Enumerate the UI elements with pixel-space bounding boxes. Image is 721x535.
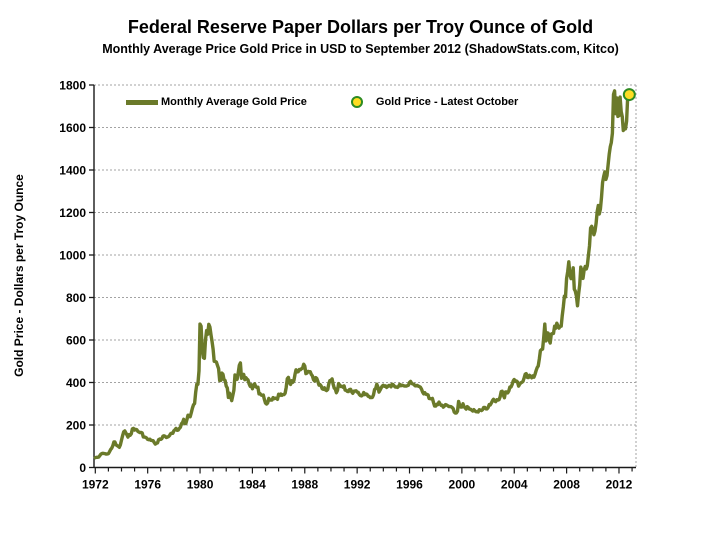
y-tick-label: 600: [66, 334, 86, 348]
x-tick-label: 1972: [82, 478, 109, 492]
x-tick-label: 2008: [553, 478, 580, 492]
x-tick-label: 1976: [134, 478, 161, 492]
legend-label-latest-october: Gold Price - Latest October: [375, 96, 519, 108]
legend: Monthly Average Gold Price Gold Price - …: [126, 96, 518, 108]
y-tick-label: 1200: [59, 206, 86, 220]
y-tick-label: 1800: [59, 79, 86, 93]
chart-subtitle: Monthly Average Price Gold Price in USD …: [102, 42, 619, 56]
latest-october-marker: [622, 88, 636, 102]
y-tick-label: 800: [66, 291, 86, 305]
chart-title: Federal Reserve Paper Dollars per Troy O…: [127, 17, 594, 37]
x-tick-label: 1996: [396, 478, 423, 492]
x-tick-label: 1980: [187, 478, 214, 492]
x-tick-label: 1984: [239, 478, 266, 492]
line-series-swatch: [126, 99, 158, 105]
x-tick-label: 2012: [606, 478, 633, 492]
x-tick-label: 2004: [501, 478, 528, 492]
monthly-average-price-line: [93, 89, 630, 460]
latest-october-marker-swatch: [350, 96, 363, 108]
x-tick-label: 1992: [344, 478, 371, 492]
x-tick-label: 2000: [449, 478, 476, 492]
legend-label-monthly-average: Monthly Average Gold Price: [161, 96, 307, 108]
y-tick-label: 1400: [59, 164, 86, 178]
y-tick-label: 1000: [59, 249, 86, 263]
y-tick-label: 200: [66, 419, 86, 433]
y-tick-label: 0: [79, 461, 86, 475]
x-tick-label: 1988: [291, 478, 318, 492]
y-tick-label: 1600: [59, 121, 86, 135]
y-tick-label: 400: [66, 376, 86, 390]
